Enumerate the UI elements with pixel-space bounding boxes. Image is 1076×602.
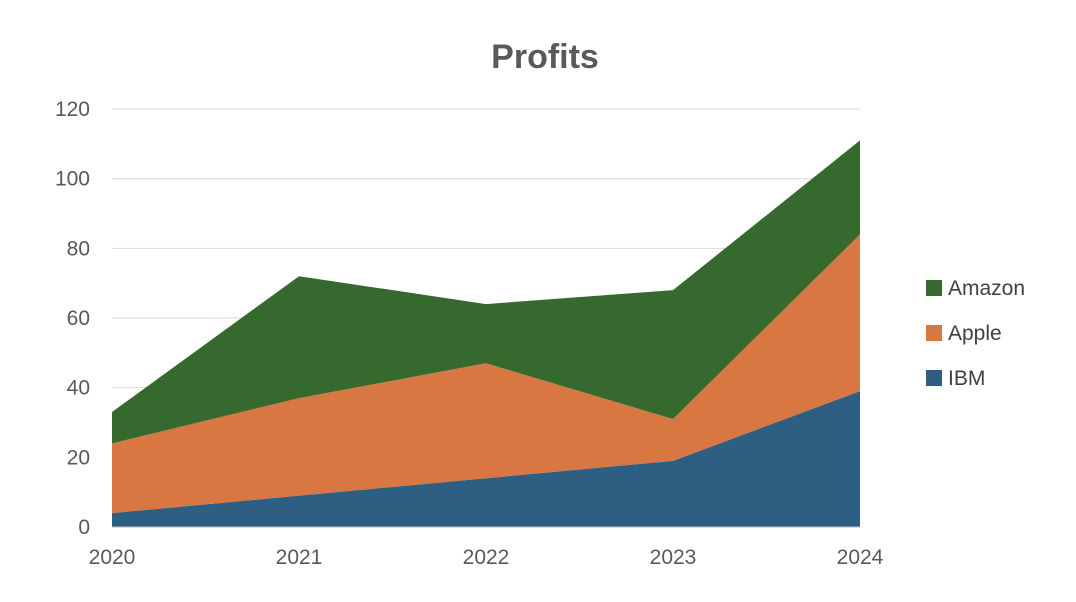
area-series bbox=[112, 140, 860, 527]
legend-label-amazon: Amazon bbox=[948, 277, 1025, 300]
legend-swatch-ibm bbox=[926, 370, 942, 386]
y-tick-label: 120 bbox=[55, 98, 90, 121]
x-tick-label: 2022 bbox=[463, 546, 510, 569]
area-series-ibm bbox=[112, 391, 860, 527]
chart-title: Profits bbox=[491, 38, 599, 76]
area-series-amazon bbox=[112, 140, 860, 444]
legend: Amazon Apple IBM bbox=[926, 277, 1025, 390]
area-series-apple bbox=[112, 234, 860, 514]
x-tick-label: 2020 bbox=[89, 546, 136, 569]
axes: 0 20 40 60 80 100 120 2020 2021 2022 2023 2024 bbox=[55, 98, 884, 569]
y-tick-label: 20 bbox=[67, 446, 90, 469]
y-tick-label: 60 bbox=[67, 307, 90, 330]
legend-swatch-apple bbox=[926, 325, 942, 341]
y-tick-label: 0 bbox=[78, 516, 90, 539]
x-tick-label: 2021 bbox=[276, 546, 323, 569]
y-tick-label: 80 bbox=[67, 237, 90, 260]
legend-label-apple: Apple bbox=[948, 322, 1002, 345]
y-tick-label: 40 bbox=[67, 377, 90, 400]
x-tick-label: 2023 bbox=[650, 546, 697, 569]
legend-label-ibm: IBM bbox=[948, 367, 985, 390]
y-tick-label: 100 bbox=[55, 168, 90, 191]
legend-swatch-amazon bbox=[926, 280, 942, 296]
x-tick-label: 2024 bbox=[837, 546, 884, 569]
